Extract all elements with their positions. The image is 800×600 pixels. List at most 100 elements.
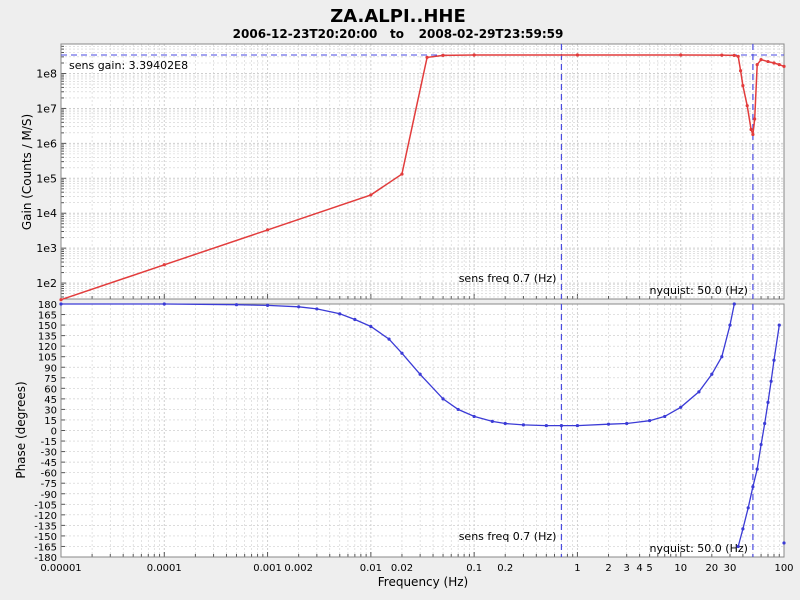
phase-point [606, 422, 611, 426]
chart-subtitle-start: 2006-12-23T20:20:00 [233, 27, 378, 41]
phase-ytick-label: 105 [38, 353, 57, 364]
phase-ytick-label: -120 [34, 511, 57, 522]
gain-point [753, 117, 757, 121]
gain-ytick-label: 1e5 [36, 172, 57, 185]
xtick-label: 0.1 [466, 563, 482, 574]
gain-sens-freq-annotation: sens freq 0.7 (Hz) [459, 272, 557, 285]
phase-ytick-label: 135 [38, 332, 57, 343]
phase-point [521, 423, 526, 427]
phase-point [297, 305, 301, 309]
phase-point [728, 323, 732, 327]
xtick-label: 0.002 [284, 563, 313, 574]
phase-ytick-label: 150 [38, 321, 57, 332]
phase-point [697, 390, 701, 394]
phase-point [663, 414, 667, 419]
gain-point [749, 127, 753, 132]
phase-point [441, 397, 445, 401]
chart-subtitle-end: 2008-02-29T23:59:59 [419, 27, 564, 41]
gain-point [265, 228, 270, 232]
phase-point [59, 302, 63, 306]
phase-point [162, 302, 166, 306]
phase-point [265, 303, 270, 308]
gain-point [400, 172, 404, 176]
gain-point [766, 59, 770, 64]
xtick-label: 0.01 [360, 563, 382, 574]
gain-point [751, 132, 755, 137]
phase-ytick-label: -60 [41, 469, 57, 480]
gain-point [162, 263, 166, 267]
phase-point [338, 312, 342, 316]
chart-title: ZA.ALPI..HHE [330, 6, 466, 27]
phase-ytick-label: 120 [38, 342, 57, 353]
phase-point [315, 307, 319, 311]
phase-point [741, 527, 745, 531]
gain-ytick-label: 1e3 [36, 242, 57, 255]
phase-series-points [59, 302, 786, 549]
phase-point [418, 372, 422, 376]
gain-point [782, 64, 786, 68]
phase-point [575, 423, 580, 428]
phase-point [648, 419, 652, 423]
gain-point [736, 54, 740, 58]
gain-point [575, 53, 580, 57]
phase-point [759, 442, 763, 447]
phase-point [777, 323, 781, 327]
phase-point [763, 421, 767, 426]
phase-point [720, 355, 724, 359]
xtick-label: 100 [774, 563, 793, 574]
phase-point [782, 541, 786, 545]
xtick-label: 0.001 [253, 563, 282, 574]
phase-ytick-label: 15 [44, 416, 57, 427]
gain-point [772, 61, 776, 65]
phase-point [710, 372, 714, 376]
phase-point [472, 414, 476, 419]
phase-ytick-label: 0 [51, 427, 57, 438]
phase-ytick-label: -15 [41, 437, 57, 448]
xtick-label: 0.0001 [147, 563, 182, 574]
phase-ytick-label: -135 [34, 521, 57, 532]
gain-point [425, 55, 429, 59]
phase-point [772, 358, 776, 362]
xtick-label: 30 [724, 563, 737, 574]
gain-point [745, 104, 749, 108]
phase-point [736, 544, 740, 549]
phase-point [751, 485, 755, 489]
gain-plot-border [60, 43, 785, 300]
phase-ytick-label: -45 [41, 458, 57, 469]
gain-point [755, 63, 759, 67]
gain-grid [60, 43, 785, 299]
xtick-label: 10 [674, 563, 687, 574]
phase-ytick-label: 75 [44, 374, 57, 385]
phase-nyquist-annotation: nyquist: 50.0 (Hz) [650, 542, 748, 555]
gain-point [759, 58, 763, 62]
phase-point [387, 337, 391, 341]
xtick-label: 3 [624, 563, 630, 574]
phase-point [746, 506, 750, 510]
gain-point [732, 53, 736, 58]
phase-point [755, 467, 759, 471]
phase-sens-freq-annotation: sens freq 0.7 (Hz) [459, 530, 557, 543]
phase-point [503, 421, 507, 426]
gain-point [369, 193, 373, 197]
gain-ytick-label: 1e2 [36, 277, 57, 290]
gain-ylabel: Gain (Counts / M/S) [20, 114, 34, 230]
gain-ytick-label: 1e8 [36, 68, 57, 81]
xtick-label: 0.02 [391, 563, 413, 574]
gain-point [777, 63, 781, 67]
phase-point [679, 405, 683, 409]
gain-point [720, 53, 724, 57]
gain-point [679, 53, 683, 57]
phase-ytick-label: 165 [38, 311, 57, 322]
gain-nyquist-annotation: nyquist: 50.0 (Hz) [650, 284, 748, 297]
gain-plot-area [61, 44, 784, 299]
gain-point [738, 69, 743, 73]
phase-ytick-label: -165 [34, 542, 57, 553]
gain-point [472, 53, 476, 57]
phase-ytick-label: 180 [38, 300, 57, 311]
phase-point [456, 407, 460, 412]
phase-point [625, 421, 629, 426]
phase-plot: -180-165-150-135-120-105-90-75-60-45-30-… [34, 300, 793, 574]
phase-ytick-label: 30 [44, 405, 57, 416]
phase-ylabel: Phase (degrees) [14, 381, 28, 478]
